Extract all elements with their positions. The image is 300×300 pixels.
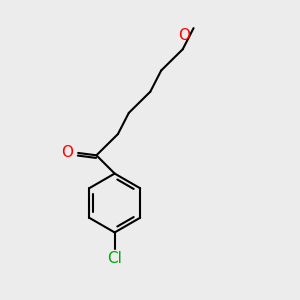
- Text: O: O: [178, 28, 190, 43]
- Text: Cl: Cl: [107, 251, 122, 266]
- Text: O: O: [61, 145, 74, 160]
